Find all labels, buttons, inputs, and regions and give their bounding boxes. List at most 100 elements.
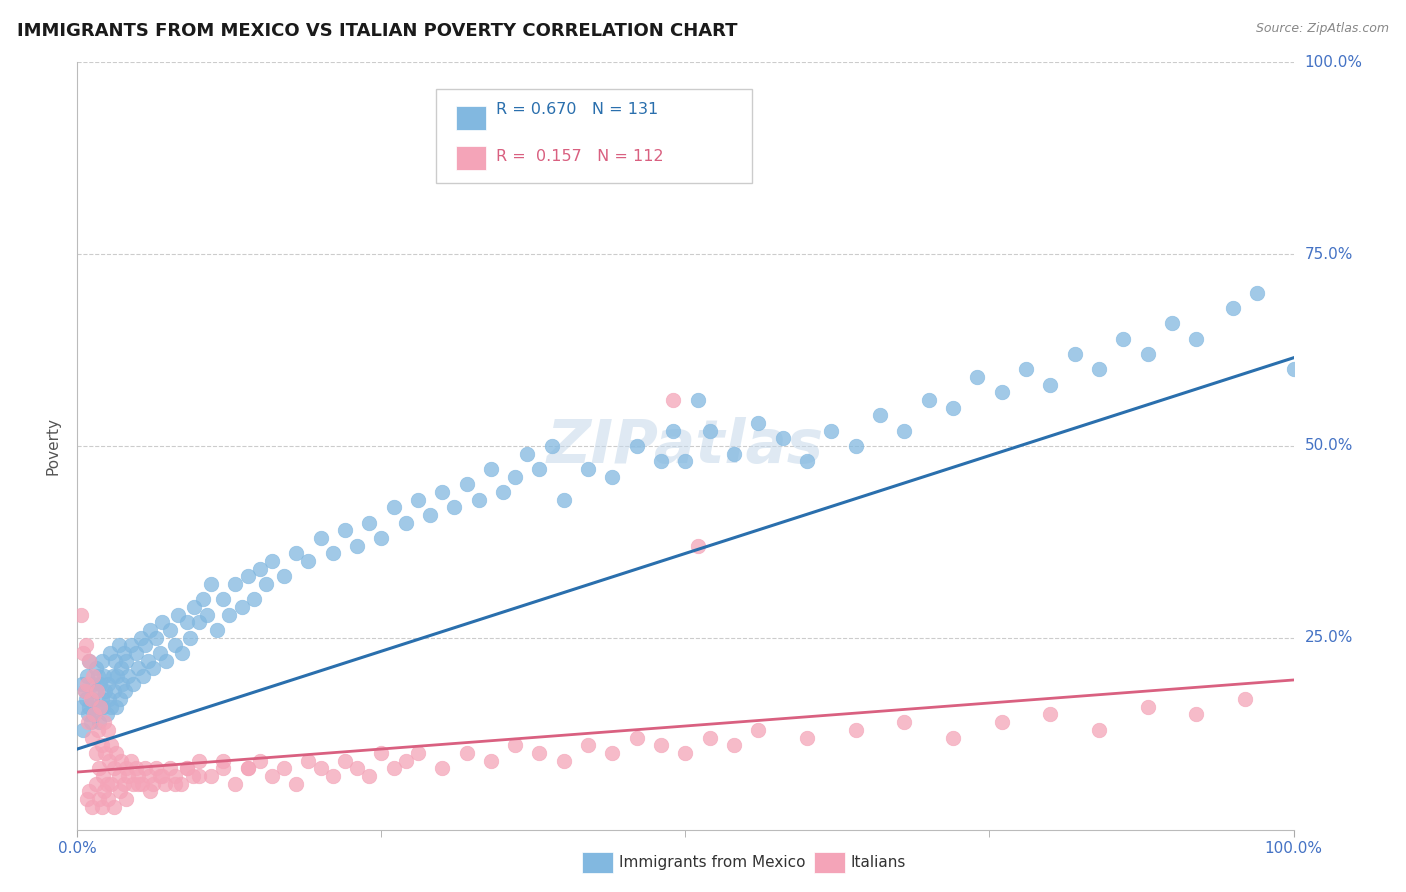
- Point: [80, 692, 103, 706]
- Point: [197, 607, 219, 622]
- Text: 75.0%: 75.0%: [1305, 247, 1353, 261]
- Point: [70, 607, 93, 622]
- Point: [134, 761, 156, 775]
- Point: [84, 746, 107, 760]
- Point: [89, 761, 111, 775]
- Point: [97, 754, 120, 768]
- Point: [333, 754, 356, 768]
- Point: [990, 715, 1012, 730]
- Point: [723, 738, 745, 752]
- Point: [188, 615, 211, 630]
- Point: [120, 639, 142, 653]
- Point: [89, 677, 111, 691]
- Point: [134, 639, 156, 653]
- Point: [129, 631, 152, 645]
- Point: [869, 409, 891, 423]
- Point: [97, 792, 120, 806]
- Point: [1112, 332, 1135, 346]
- Point: [772, 431, 794, 445]
- Point: [796, 731, 818, 745]
- Point: [76, 669, 98, 683]
- Text: 25.0%: 25.0%: [1305, 631, 1353, 645]
- Point: [309, 531, 332, 545]
- Point: [430, 485, 453, 500]
- Point: [467, 492, 489, 507]
- Point: [145, 761, 167, 775]
- Point: [108, 784, 131, 798]
- Point: [576, 738, 599, 752]
- Point: [359, 516, 381, 530]
- Point: [479, 754, 502, 768]
- Point: [1185, 332, 1208, 346]
- Text: Immigrants from Mexico: Immigrants from Mexico: [619, 855, 806, 870]
- Point: [149, 769, 172, 783]
- Point: [100, 738, 122, 752]
- Point: [747, 416, 769, 430]
- Point: [382, 761, 405, 775]
- Point: [97, 723, 120, 737]
- Point: [103, 761, 125, 775]
- Point: [273, 569, 295, 583]
- Point: [1088, 362, 1111, 376]
- Point: [87, 669, 110, 683]
- Point: [686, 539, 709, 553]
- Point: [149, 646, 172, 660]
- Text: R = 0.670   N = 131: R = 0.670 N = 131: [496, 103, 658, 117]
- Point: [97, 677, 120, 691]
- Point: [127, 776, 149, 790]
- Point: [309, 761, 332, 775]
- Point: [395, 754, 418, 768]
- Point: [108, 692, 131, 706]
- Point: [155, 654, 177, 668]
- Text: 50.0%: 50.0%: [1305, 439, 1353, 453]
- Point: [406, 492, 429, 507]
- Point: [200, 577, 222, 591]
- Point: [89, 715, 111, 730]
- Point: [747, 723, 769, 737]
- Point: [990, 385, 1012, 400]
- Point: [1136, 699, 1159, 714]
- Text: ZIPatlas: ZIPatlas: [547, 417, 824, 475]
- Point: [98, 646, 121, 660]
- Point: [686, 392, 709, 407]
- Point: [152, 769, 174, 783]
- Point: [626, 439, 648, 453]
- Point: [79, 654, 101, 668]
- Point: [75, 639, 97, 653]
- Point: [105, 746, 128, 760]
- Point: [966, 370, 988, 384]
- Point: [167, 607, 190, 622]
- Point: [675, 454, 697, 468]
- Point: [131, 776, 153, 790]
- Point: [152, 615, 174, 630]
- Point: [75, 692, 97, 706]
- Point: [125, 646, 148, 660]
- Point: [93, 715, 115, 730]
- Point: [125, 761, 148, 775]
- Point: [163, 639, 186, 653]
- Point: [1015, 362, 1038, 376]
- Point: [142, 776, 165, 790]
- Point: [322, 769, 344, 783]
- Point: [97, 692, 120, 706]
- Point: [103, 684, 125, 698]
- Point: [479, 462, 502, 476]
- Point: [145, 631, 167, 645]
- Point: [1185, 707, 1208, 722]
- Point: [297, 554, 319, 568]
- Point: [80, 799, 103, 814]
- Point: [224, 776, 246, 790]
- Point: [191, 592, 214, 607]
- Point: [176, 761, 198, 775]
- Point: [110, 754, 132, 768]
- Point: [1136, 347, 1159, 361]
- Point: [170, 776, 193, 790]
- Point: [96, 776, 118, 790]
- Point: [1282, 362, 1305, 376]
- Point: [91, 769, 114, 783]
- Point: [107, 769, 129, 783]
- Point: [76, 677, 98, 691]
- Point: [1088, 723, 1111, 737]
- Point: [273, 761, 295, 775]
- Point: [159, 761, 181, 775]
